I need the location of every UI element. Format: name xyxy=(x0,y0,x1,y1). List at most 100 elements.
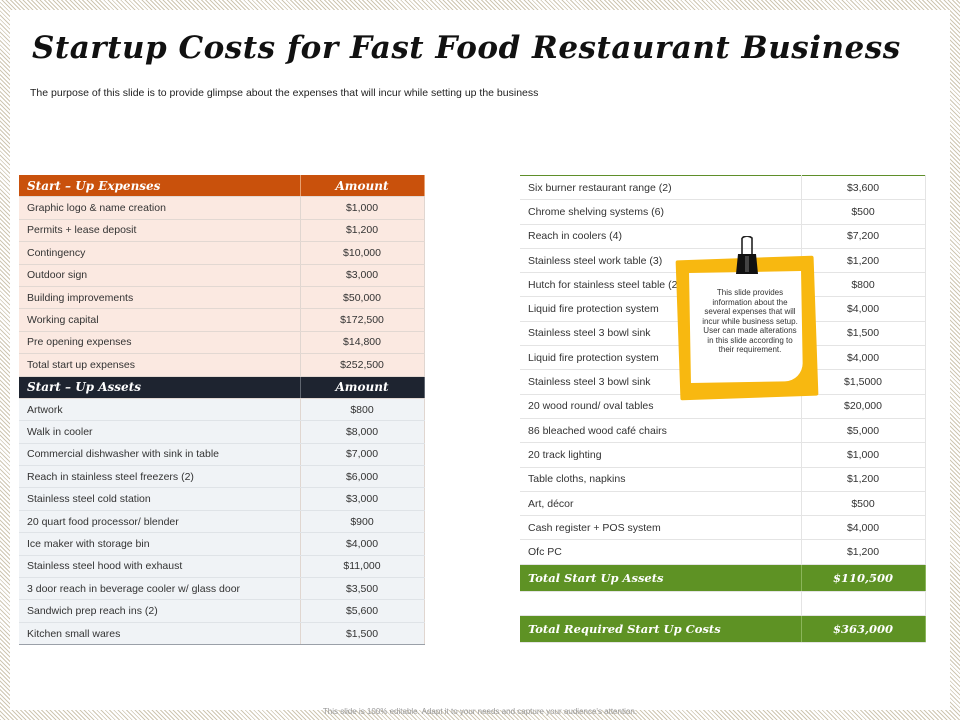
total-assets-label: Total Start Up Assets xyxy=(520,564,802,592)
asset-continued-row-amount: $4,000 xyxy=(801,345,926,371)
asset-continued-row-amount: $4,000 xyxy=(801,515,926,541)
asset-continued-row: Reach in coolers (4) $7,200 xyxy=(520,224,926,249)
expenses-header-label: Start – Up Expenses xyxy=(19,175,301,198)
asset-continued-row: 20 wood round/ oval tables $20,000 xyxy=(520,394,926,419)
expense-row-item: Working capital xyxy=(19,308,301,332)
asset-row-item: Stainless steel hood with exhaust xyxy=(19,555,301,579)
asset-continued-row-amount: $1,5000 xyxy=(801,369,926,395)
slide-subtitle: The purpose of this slide is to provide … xyxy=(30,87,539,99)
expense-row: Permits + lease deposit $1,200 xyxy=(19,219,425,243)
assets-header-label: Start – Up Assets xyxy=(19,376,301,399)
asset-continued-row-item: Chrome shelving systems (6) xyxy=(520,199,802,225)
asset-continued-row: Table cloths, napkins $1,200 xyxy=(520,467,926,492)
assets-header-amount: Amount xyxy=(300,376,425,399)
expense-row-amount: $14,800 xyxy=(300,331,425,355)
asset-row: Stainless steel cold station $3,000 xyxy=(19,487,425,511)
expense-row-item: Contingency xyxy=(19,241,301,265)
asset-row: Ice maker with storage bin $4,000 xyxy=(19,532,425,556)
total-required-value: $363,000 xyxy=(801,615,926,643)
blank-row xyxy=(520,591,926,616)
asset-continued-row-amount: $1,500 xyxy=(801,321,926,347)
expenses-header-row: Start – Up Expenses Amount xyxy=(19,175,425,198)
slide-title: Startup Costs for Fast Food Restaurant B… xyxy=(32,30,901,66)
asset-row: Commercial dishwasher with sink in table… xyxy=(19,443,425,467)
assets-body: Artwork $800 Walk in cooler $8,000 Commercia… xyxy=(19,398,425,646)
asset-continued-row: Cash register + POS system $4,000 xyxy=(520,515,926,541)
asset-continued-row: 20 track lighting $1,000 xyxy=(520,442,926,468)
blank-cell xyxy=(801,591,926,616)
expense-row-item: Graphic logo & name creation xyxy=(19,196,301,220)
expense-row-item: Building improvements xyxy=(19,286,301,310)
expense-row-amount: $252,500 xyxy=(300,353,425,377)
blank-cell xyxy=(520,591,802,616)
expense-row-item: Outdoor sign xyxy=(19,264,301,287)
asset-row-amount: $800 xyxy=(300,398,425,422)
expense-row: Contingency $10,000 xyxy=(19,241,425,265)
asset-row-item: Commercial dishwasher with sink in table xyxy=(19,443,301,467)
expense-row-amount: $1,000 xyxy=(300,196,425,220)
asset-continued-row-item: 20 track lighting xyxy=(520,442,802,468)
asset-continued-row-item: Ofc PC xyxy=(520,539,802,565)
expense-row-amount: $50,000 xyxy=(300,286,425,310)
asset-row: Walk in cooler $8,000 xyxy=(19,420,425,444)
sticky-note-text: This slide provides information about th… xyxy=(702,288,798,354)
asset-continued-row: 86 bleached wood café chairs $5,000 xyxy=(520,418,926,444)
asset-continued-row-amount: $7,200 xyxy=(801,224,926,249)
asset-row-amount: $5,600 xyxy=(300,599,425,623)
expense-row-item: Total start up expenses xyxy=(19,353,301,377)
asset-row-item: Reach in stainless steel freezers (2) xyxy=(19,465,301,489)
expense-row-amount: $1,200 xyxy=(300,219,425,243)
asset-row-item: 20 quart food processor/ blender xyxy=(19,510,301,534)
expenses-header-amount: Amount xyxy=(300,175,425,198)
total-assets-value: $110,500 xyxy=(801,564,926,592)
total-assets-row: Total Start Up Assets $110,500 xyxy=(520,564,926,592)
asset-continued-row-item: Reach in coolers (4) xyxy=(520,224,802,249)
asset-row-amount: $7,000 xyxy=(300,443,425,467)
asset-row-amount: $4,000 xyxy=(300,532,425,556)
expense-row-amount: $10,000 xyxy=(300,241,425,265)
asset-continued-row-amount: $5,000 xyxy=(801,418,926,444)
expense-row: Graphic logo & name creation $1,000 xyxy=(19,196,425,220)
asset-continued-row: Art, décor $500 xyxy=(520,491,926,517)
expense-row-amount: $172,500 xyxy=(300,308,425,332)
expense-row: Working capital $172,500 xyxy=(19,308,425,332)
asset-continued-row: Ofc PC $1,200 xyxy=(520,539,926,565)
total-required-row: Total Required Start Up Costs $363,000 xyxy=(520,615,926,643)
sticky-note: This slide provides information about th… xyxy=(675,255,819,401)
asset-row-amount: $11,000 xyxy=(300,555,425,579)
slide-footer: This slide is 100% editable. Adapt it to… xyxy=(322,707,638,716)
asset-continued-row-amount: $20,000 xyxy=(801,394,926,419)
asset-continued-row-amount: $500 xyxy=(801,199,926,225)
asset-row-item: Stainless steel cold station xyxy=(19,487,301,511)
total-required-label: Total Required Start Up Costs xyxy=(520,615,802,643)
asset-row: 3 door reach in beverage cooler w/ glass… xyxy=(19,577,425,601)
asset-row: Artwork $800 xyxy=(19,398,425,422)
asset-row: Stainless steel hood with exhaust $11,000 xyxy=(19,555,425,579)
asset-continued-row-item: Six burner restaurant range (2) xyxy=(520,174,802,201)
asset-row-item: Sandwich prep reach ins (2) xyxy=(19,599,301,623)
asset-row-amount: $8,000 xyxy=(300,420,425,444)
asset-row-amount: $900 xyxy=(300,510,425,534)
expenses-assets-table: Start – Up Expenses Amount Graphic logo … xyxy=(19,175,425,646)
asset-continued-row-amount: $3,600 xyxy=(801,174,926,201)
asset-continued-row: Stainless steel work table (3) $1,200 xyxy=(520,248,926,274)
asset-row: Sandwich prep reach ins (2) $5,600 xyxy=(19,599,425,623)
asset-continued-row-amount: $1,200 xyxy=(801,248,926,274)
expense-row: Outdoor sign $3,000 xyxy=(19,264,425,287)
asset-continued-row-amount: $800 xyxy=(801,272,926,298)
binder-clip-icon xyxy=(736,236,758,274)
expense-row: Building improvements $50,000 xyxy=(19,286,425,310)
asset-continued-row-item: Cash register + POS system xyxy=(520,515,802,541)
asset-row-amount: $3,000 xyxy=(300,487,425,511)
asset-continued-row-amount: $500 xyxy=(801,491,926,517)
asset-row-item: Walk in cooler xyxy=(19,420,301,444)
asset-row-amount: $1,500 xyxy=(300,622,425,646)
asset-row-item: Artwork xyxy=(19,398,301,422)
expense-row: Pre opening expenses $14,800 xyxy=(19,331,425,355)
asset-continued-row-amount: $4,000 xyxy=(801,296,926,322)
asset-continued-row-item: 86 bleached wood café chairs xyxy=(520,418,802,444)
asset-row: 20 quart food processor/ blender $900 xyxy=(19,510,425,534)
asset-row-item: Ice maker with storage bin xyxy=(19,532,301,556)
asset-continued-row-amount: $1,200 xyxy=(801,539,926,565)
asset-row-item: Kitchen small wares xyxy=(19,622,301,646)
